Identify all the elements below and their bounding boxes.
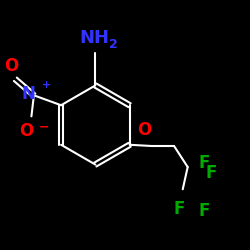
Text: NH: NH bbox=[79, 29, 109, 47]
Text: O: O bbox=[4, 57, 18, 75]
Text: O: O bbox=[19, 122, 33, 140]
Text: F: F bbox=[206, 164, 217, 182]
Text: −: − bbox=[38, 121, 49, 134]
Text: 2: 2 bbox=[109, 38, 118, 51]
Text: +: + bbox=[42, 80, 51, 90]
Text: O: O bbox=[137, 121, 152, 139]
Text: F: F bbox=[173, 200, 185, 218]
Text: F: F bbox=[199, 202, 210, 220]
Text: N: N bbox=[21, 85, 35, 103]
Text: F: F bbox=[199, 154, 210, 172]
